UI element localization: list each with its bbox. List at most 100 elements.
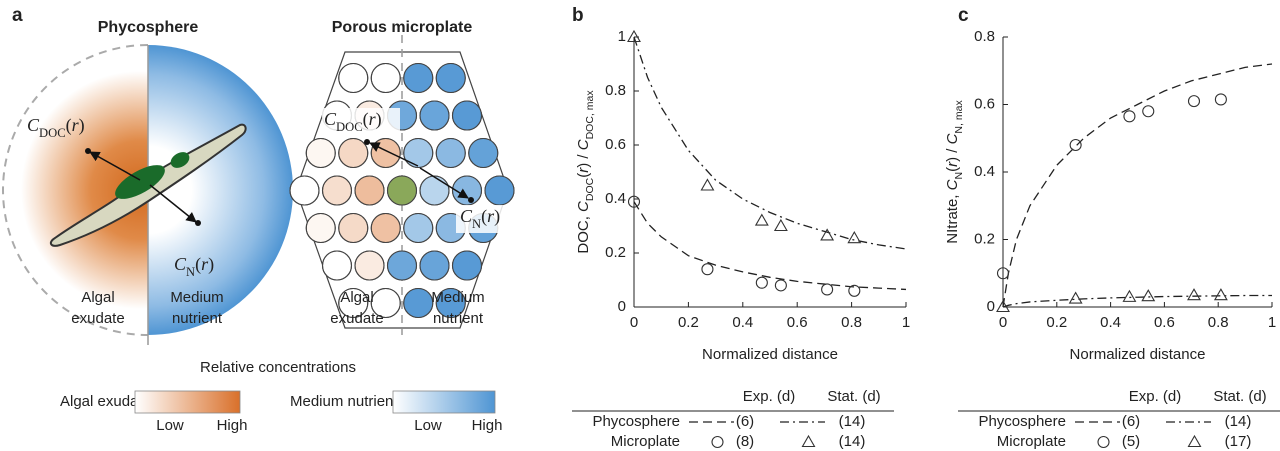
colorbar-title: Relative concentrations [200, 359, 356, 376]
circle-marker [1123, 110, 1136, 123]
circle-marker [821, 283, 834, 296]
text-part: DOC [584, 177, 596, 201]
legend-marker [1097, 435, 1110, 449]
side-label: Medium [170, 289, 223, 306]
well-fill [370, 137, 401, 169]
y-tick-label: 0.8 [605, 82, 626, 99]
panel-label: a [12, 5, 23, 26]
x-tick-label: 0.4 [732, 314, 753, 331]
well-fill [403, 62, 434, 94]
circle-marker [1142, 105, 1155, 118]
well-fill [305, 212, 336, 244]
arrow [369, 142, 419, 167]
x-tick-label: 0.4 [1100, 314, 1121, 331]
colorbar-name: Algal exudate [60, 393, 151, 410]
text-part: ) [79, 115, 85, 136]
colorbar [134, 390, 241, 414]
text-part: ) [208, 254, 214, 275]
triangle-marker [1141, 289, 1156, 302]
well-fill [338, 287, 369, 319]
y-axis-label: NItrate, CN(r) / CN, max [944, 100, 965, 244]
legend-marker [801, 434, 816, 448]
colorbar-high: High [472, 417, 503, 434]
well-fill [419, 250, 450, 281]
side-label: exudate [71, 310, 124, 327]
x-tick-label: 1 [902, 314, 910, 331]
x-tick-label: 0.2 [1046, 314, 1067, 331]
well-fill [370, 62, 401, 94]
legend-header: Exp. (d) [1129, 388, 1182, 405]
well-fill [403, 137, 434, 169]
side-label: Medium [431, 289, 484, 306]
well-fill [435, 62, 466, 94]
arrow [419, 167, 469, 199]
colorbar-low: Low [156, 417, 184, 434]
text-part: C [575, 201, 592, 212]
y-tick-label: 0.4 [974, 163, 995, 180]
side-label: Algal [340, 289, 373, 306]
x-tick-label: 0.8 [1208, 314, 1229, 331]
c-n-label: CN(r) [460, 206, 500, 231]
well-fill [403, 212, 434, 244]
side-label: exudate [330, 310, 383, 327]
text-part: DOC, max [584, 90, 596, 140]
legend-count: (8) [736, 433, 754, 450]
circle-marker [627, 195, 641, 208]
well-fill [370, 287, 401, 319]
triangle-marker [700, 178, 715, 191]
legend-header: Stat. (d) [827, 388, 880, 405]
circle-marker [996, 267, 1010, 280]
legend-marker [711, 435, 724, 449]
well-fill [451, 250, 483, 281]
legend-count: (6) [736, 413, 754, 430]
triangle-marker [996, 299, 1010, 313]
c-n-label: CN(r) [174, 254, 214, 279]
well-fill [321, 250, 353, 281]
text-part: C [27, 115, 40, 135]
point [468, 197, 474, 203]
text-part: N, max [953, 100, 965, 134]
x-tick-label: 0.2 [678, 314, 699, 331]
triangle-marker [754, 213, 769, 226]
colorbar-name: Medium nutrient [290, 393, 398, 410]
legend-count: (5) [1122, 433, 1140, 450]
c-doc-label: CDOC(r) [324, 109, 382, 134]
point [364, 139, 370, 145]
legend-count: (14) [839, 413, 866, 430]
circle-marker [1214, 93, 1227, 106]
well-fill [289, 175, 320, 206]
well-fill [435, 137, 466, 169]
well-fill [451, 100, 483, 131]
text-part: N [472, 217, 481, 231]
text-part: ) / [944, 144, 961, 162]
circle-marker [1069, 138, 1082, 152]
well-fill [338, 212, 369, 244]
text-part: C [324, 109, 337, 129]
triangle-marker [773, 218, 788, 232]
circle-marker [755, 276, 768, 289]
y-tick-label: 0.8 [974, 28, 995, 45]
text-part: DOC, [575, 212, 592, 254]
triangle-marker [847, 231, 862, 244]
side-label: nutrient [172, 310, 223, 327]
colorbar-high: High [217, 417, 248, 434]
model-line [633, 36, 907, 250]
model-line [1002, 63, 1273, 308]
text-part: ( [944, 167, 961, 172]
x-tick-label: 0.6 [1154, 314, 1175, 331]
x-tick-label: 0.8 [841, 314, 862, 331]
text-part: ( [481, 206, 487, 227]
text-part: C [460, 206, 473, 226]
text-part: DOC [336, 120, 363, 134]
x-axis-label: Normalized distance [1070, 346, 1206, 363]
colorbar [392, 390, 496, 414]
well-fill [338, 62, 369, 94]
circle-marker [848, 284, 861, 297]
text-part: ) / [575, 150, 592, 168]
y-tick-label: 0 [987, 298, 995, 315]
well-fill [403, 287, 434, 319]
well-fill [484, 175, 515, 206]
text-part: ( [363, 109, 369, 130]
well-fill [305, 137, 336, 169]
circle-marker [774, 279, 787, 292]
